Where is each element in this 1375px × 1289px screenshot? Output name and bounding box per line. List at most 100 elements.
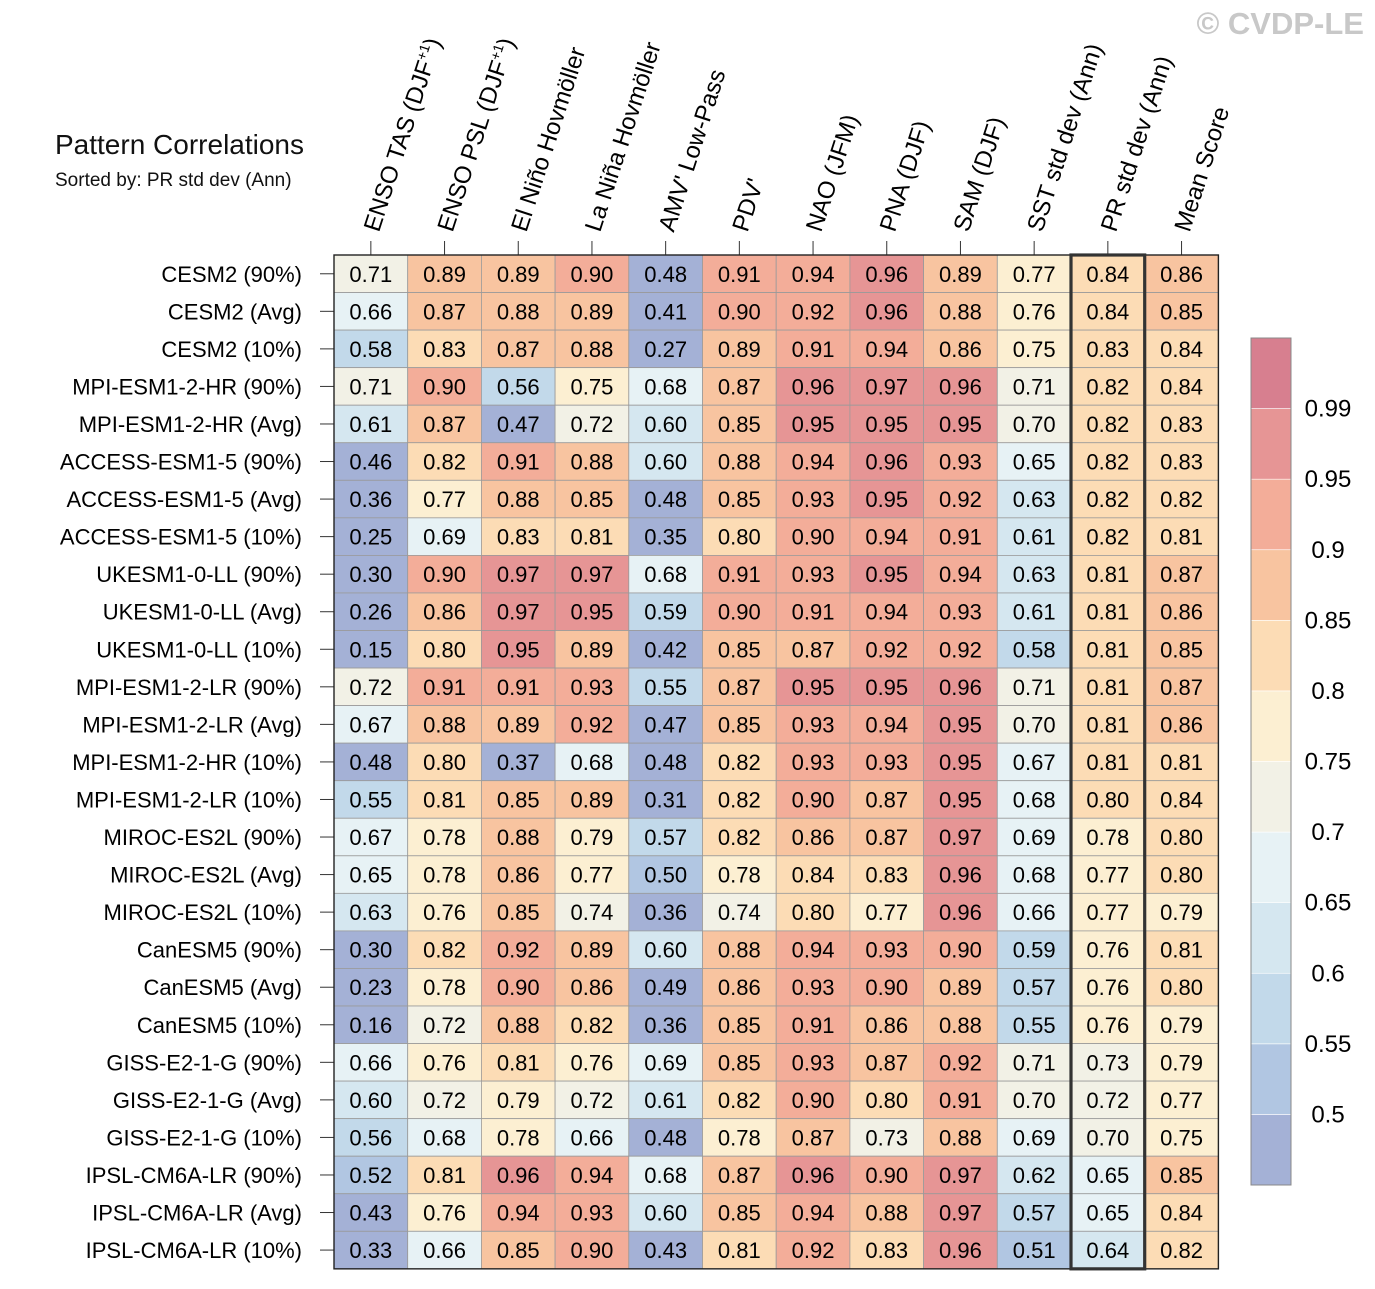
row-label: IPSL-CM6A-LR (90%) bbox=[86, 1163, 302, 1188]
heatmap-cell bbox=[628, 555, 703, 594]
heatmap-cell bbox=[628, 592, 703, 631]
heatmap-cell bbox=[554, 705, 630, 744]
heatmap-cell bbox=[849, 817, 925, 857]
cell-value-label: 0.94 bbox=[865, 600, 908, 625]
cell-value-label: 0.77 bbox=[423, 487, 466, 512]
cell-value-label: 0.61 bbox=[349, 412, 392, 437]
cell-value-label: 0.87 bbox=[792, 1125, 835, 1150]
heatmap-cell bbox=[333, 705, 409, 744]
cell-value-label: 0.88 bbox=[571, 450, 614, 475]
heatmap-cell bbox=[996, 555, 1072, 594]
heatmap-cell bbox=[407, 1080, 482, 1120]
heatmap-cell bbox=[480, 930, 556, 969]
cell-value-label: 0.92 bbox=[865, 637, 908, 662]
cell-value-label: 0.97 bbox=[497, 600, 540, 625]
colorbar-tick-label: 0.95 bbox=[1305, 466, 1352, 493]
cell-value-label: 0.48 bbox=[349, 750, 392, 775]
cell-value-label: 0.89 bbox=[497, 712, 540, 737]
cell-value-label: 0.65 bbox=[349, 863, 392, 888]
cell-value-label: 0.25 bbox=[349, 525, 392, 550]
cell-value-label: 0.68 bbox=[1013, 787, 1056, 812]
cell-value-label: 0.57 bbox=[644, 825, 687, 850]
heatmap-cell bbox=[628, 1155, 703, 1195]
cell-value-label: 0.88 bbox=[939, 299, 982, 324]
cell-value-label: 0.93 bbox=[571, 675, 614, 700]
colorbar-segment bbox=[1250, 831, 1292, 903]
heatmap-cell bbox=[702, 592, 777, 631]
heatmap-cell bbox=[333, 367, 409, 406]
heatmap-cell bbox=[923, 1005, 998, 1044]
cell-value-label: 0.78 bbox=[423, 975, 466, 1000]
colorbar-tick-label: 0.9 bbox=[1311, 537, 1344, 564]
colorbar-segment bbox=[1250, 337, 1292, 409]
colorbar: 0.5 0.55 0.6 0.65 0.7 0.75 0.8 0.85 0.9 0.95 0.99 bbox=[1250, 337, 1352, 1186]
cell-value-label: 0.81 bbox=[1160, 525, 1203, 550]
cell-value-label: 0.37 bbox=[497, 750, 540, 775]
column-label: PNA (DJF) bbox=[875, 117, 936, 234]
cell-value-label: 0.72 bbox=[571, 412, 614, 437]
heatmap-cell bbox=[923, 930, 998, 969]
cell-value-label: 0.87 bbox=[1160, 562, 1203, 587]
row-label: CanESM5 (90%) bbox=[137, 938, 302, 963]
cell-value-label: 0.95 bbox=[497, 637, 540, 662]
row-label: CESM2 (10%) bbox=[161, 337, 302, 362]
cell-value-label: 0.86 bbox=[1160, 262, 1203, 287]
cell-value-label: 0.85 bbox=[718, 712, 761, 737]
column-label: Mean Score bbox=[1170, 103, 1236, 234]
cell-value-label: 0.96 bbox=[865, 262, 908, 287]
cell-value-label: 0.89 bbox=[571, 299, 614, 324]
heatmap-cell bbox=[628, 855, 703, 894]
cell-value-label: 0.80 bbox=[1160, 825, 1203, 850]
heatmap-cell bbox=[554, 367, 630, 406]
heatmap-cell bbox=[480, 630, 556, 669]
heatmap-cell bbox=[480, 592, 556, 631]
cell-value-label: 0.92 bbox=[939, 1050, 982, 1075]
row-label: MPI-ESM1-2-HR (10%) bbox=[72, 750, 302, 775]
cell-value-label: 0.97 bbox=[939, 1201, 982, 1226]
cell-value-label: 0.51 bbox=[1013, 1238, 1056, 1263]
heatmap-cell bbox=[775, 517, 851, 556]
row-label: CESM2 (90%) bbox=[161, 262, 302, 287]
colorbar-tick-label: 0.6 bbox=[1311, 960, 1344, 987]
row-label: ACCESS-ESM1-5 (Avg) bbox=[66, 487, 302, 512]
cell-value-label: 0.79 bbox=[1160, 900, 1203, 925]
heatmap-cell bbox=[849, 292, 925, 331]
cell-value-label: 0.85 bbox=[718, 412, 761, 437]
heatmap-cell bbox=[996, 329, 1072, 369]
cell-value-label: 0.84 bbox=[1160, 1201, 1203, 1226]
cell-value-label: 0.77 bbox=[1013, 262, 1056, 287]
heatmap-cell bbox=[333, 592, 409, 631]
heatmap-cell bbox=[333, 667, 409, 706]
cell-value-label: 0.93 bbox=[939, 450, 982, 475]
colorbar-tick-label: 0.5 bbox=[1311, 1101, 1344, 1128]
heatmap-cell bbox=[923, 592, 998, 631]
heatmap-cell bbox=[849, 705, 925, 744]
cell-value-label: 0.65 bbox=[1086, 1163, 1129, 1188]
cell-value-label: 0.96 bbox=[792, 374, 835, 399]
heatmap-cell bbox=[775, 479, 851, 519]
heatmap-cell bbox=[923, 517, 998, 556]
heatmap-cell bbox=[1070, 742, 1146, 782]
heatmap-cell bbox=[407, 479, 482, 519]
cell-value-label: 0.96 bbox=[865, 299, 908, 324]
cell-value-label: 0.78 bbox=[1086, 825, 1129, 850]
cell-value-label: 0.94 bbox=[792, 1201, 835, 1226]
cell-value-label: 0.88 bbox=[865, 1201, 908, 1226]
cell-value-label: 0.85 bbox=[718, 637, 761, 662]
cell-value-label: 0.76 bbox=[1086, 1013, 1129, 1038]
cell-value-label: 0.63 bbox=[1013, 487, 1056, 512]
cell-value-label: 0.60 bbox=[644, 1201, 687, 1226]
heatmap-cell bbox=[996, 1005, 1072, 1044]
heatmap-cell bbox=[333, 479, 409, 519]
heatmap-cell bbox=[628, 1193, 703, 1232]
cell-value-label: 0.96 bbox=[792, 1163, 835, 1188]
chart-title: Pattern Correlations bbox=[55, 129, 304, 160]
heatmap-cell bbox=[480, 1155, 556, 1195]
heatmap-cell bbox=[923, 367, 998, 406]
heatmap-cell bbox=[1144, 592, 1219, 631]
row-labels: CESM2 (90%) CESM2 (Avg) CESM2 (10%) MPI-ESM… bbox=[60, 262, 334, 1263]
heatmap-cell bbox=[480, 517, 556, 556]
cell-value-label: 0.94 bbox=[792, 938, 835, 963]
heatmap-cell bbox=[1070, 555, 1146, 594]
cell-value-label: 0.78 bbox=[497, 1125, 540, 1150]
